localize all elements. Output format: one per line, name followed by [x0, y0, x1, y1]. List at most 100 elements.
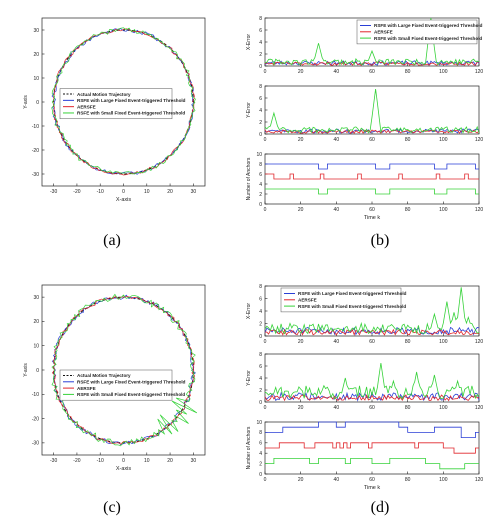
- chart-c-xtick-label: 30: [191, 458, 197, 464]
- chart-b-sub1: 0 20 40 60 80 100 120 0 2 4 6 8 Y-Error: [246, 84, 483, 143]
- chart-a-xtick-label: -30: [50, 189, 57, 195]
- chart-b-sub1-xtick-label: 120: [475, 137, 484, 143]
- chart-c-xtick-label: 10: [144, 458, 150, 464]
- chart-b-sub0-legend: RSFE with Large Fixed Event-triggered Th…: [356, 19, 483, 45]
- chart-d-sub1-ytick-label: 8: [259, 352, 262, 358]
- chart-d-sub0-xtick-label: 20: [298, 339, 304, 345]
- chart-c-legend-entry: Actual Motion Trajectory: [77, 373, 131, 378]
- chart-d-sub2-xtick-label: 120: [475, 477, 484, 483]
- chart-d-sub2-ytick-label: 4: [259, 451, 262, 457]
- chart-c-legend-entry: AERSFE: [77, 386, 96, 391]
- chart-c-ytick-label: 0: [36, 368, 39, 374]
- chart-c-xtick-label: -20: [73, 458, 80, 464]
- chart-d-sub1-series-line: [264, 391, 480, 402]
- chart-d-sub2-xtick-label: 20: [298, 477, 304, 483]
- chart-c-xtick-label: -10: [97, 458, 104, 464]
- chart-a-ytick-label: 20: [33, 52, 39, 58]
- chart-b-sub1-xtick-label: 60: [369, 137, 375, 143]
- chart-d-sub1-series-line: [264, 362, 480, 400]
- chart-b-sub0-ytick-label: 8: [259, 16, 262, 22]
- caption-d: (d): [371, 499, 390, 516]
- chart-d-sub2-series-line: [265, 442, 479, 454]
- chart-d-sub0-legend-box: [280, 287, 402, 313]
- chart-b-sub2: 0 20 40 60 80 100 120 0 2 4 6 8 10 Number of Anchors T…: [246, 152, 483, 221]
- chart-a-xtick-label: -20: [73, 189, 80, 195]
- chart-b-sub2-xtick-label: 60: [369, 207, 375, 213]
- chart-d-sub2-xlabel: Time k: [364, 485, 381, 491]
- chart-b-sub1-axes-frame: [264, 85, 480, 135]
- chart-b-sub2-ytick-label: 2: [259, 192, 262, 198]
- chart-a-ytick-label: -20: [32, 148, 39, 154]
- chart-d-sub0-ytick-label: 4: [259, 309, 262, 315]
- chart-d-sub1: 0 20 40 60 80 100 120 0 2 4 6 8 Y-Error: [246, 352, 483, 411]
- chart-d-sub0-xtick-label: 40: [334, 339, 340, 345]
- chart-b-sub0-ytick-label: 0: [259, 64, 262, 70]
- chart-a-ylabel: Y-axis: [23, 95, 29, 109]
- chart-c-xtick-label: -30: [50, 458, 57, 464]
- chart-d-sub0-legend: RSFE with Large Fixed Event-triggered Th…: [280, 287, 407, 313]
- chart-d-sub2-xtick-label: 40: [334, 477, 340, 483]
- chart-b-sub2-ytick-label: 0: [259, 202, 262, 208]
- panel-a-trajectory-plot: -30 -20 -10 0 10 20 30 -30 -20 -10 0 10 20 30 Y-axis X-…: [23, 17, 206, 203]
- chart-d-sub2-ytick-label: 6: [259, 441, 262, 447]
- chart-b-sub0-xtick-label: 120: [475, 69, 484, 75]
- chart-c-ytick-label: 30: [33, 295, 39, 301]
- chart-b-sub2-xtick-label: 100: [439, 207, 448, 213]
- chart-d-sub2-xtick-label: 60: [369, 477, 375, 483]
- chart-d-sub0-xtick-label: 0: [264, 339, 267, 345]
- caption-a: (a): [103, 232, 121, 249]
- chart-d-sub0-legend-entry: AERSFE: [298, 298, 317, 303]
- chart-b-sub1-ytick-label: 0: [259, 132, 262, 138]
- caption-b: (b): [371, 232, 390, 249]
- chart-c-ytick-label: 10: [33, 344, 39, 350]
- chart-d-sub0-xtick-label: 80: [405, 339, 411, 345]
- chart-b-sub0-legend-entry: RSFE with Small Fixed Event-triggered Th…: [374, 36, 482, 41]
- chart-a-series-line: [51, 27, 196, 175]
- chart-b-sub0-legend-entry: RSFE with Large Fixed Event-triggered Th…: [374, 23, 483, 28]
- chart-b-sub0-ylabel: X-Error: [246, 34, 252, 50]
- chart-b-sub2-series-line: [265, 173, 479, 180]
- chart-a-ytick-label: 30: [33, 28, 39, 34]
- chart-a-ytick-label: 0: [36, 100, 39, 106]
- chart-d-sub2-xtick-label: 100: [439, 477, 448, 483]
- chart-d-sub2-ytick-label: 2: [259, 461, 262, 467]
- chart-d-sub1-xtick-label: 20: [298, 405, 304, 411]
- chart-b-sub2-xtick-label: 120: [475, 207, 484, 213]
- chart-b-sub2-ylabel: Number of Anchors: [246, 157, 252, 200]
- chart-d-sub0-xtick-label: 60: [369, 339, 375, 345]
- chart-a-legend-entry: RSFE with Large Fixed Event-triggered Th…: [77, 98, 186, 103]
- panel-c-trajectory-plot: -30 -20 -10 0 10 20 30 -30 -20 -10 0 10 20 30 Y-axis X-…: [23, 284, 206, 472]
- chart-b-sub2-xtick-label: 0: [264, 207, 267, 213]
- chart-d-sub1-xtick-label: 0: [264, 405, 267, 411]
- chart-d-sub2: 0 20 40 60 80 100 120 0 2 4 6 8 10 Number of Anchors T…: [246, 420, 483, 491]
- chart-c-ytick-label: -30: [32, 441, 39, 447]
- chart-a-xlabel: X-axis: [116, 197, 132, 203]
- chart-d-sub1-xtick-label: 120: [475, 405, 484, 411]
- chart-b-sub2-xlabel: Time k: [364, 215, 381, 221]
- chart-a-legend-entry: AERSFE: [77, 104, 96, 109]
- chart-c-ytick-label: 20: [33, 319, 39, 325]
- chart-b-sub2-ytick-label: 8: [259, 162, 262, 168]
- chart-c-legend-entry: RSFE with Small Fixed Event-triggered Th…: [77, 392, 185, 397]
- chart-a-xtick-label: 30: [191, 189, 197, 195]
- chart-d-sub1-xtick-label: 60: [369, 405, 375, 411]
- chart-c-series-line: [51, 293, 198, 447]
- chart-c-legend: Actual Motion Trajectory RSFE with Large …: [59, 369, 186, 401]
- chart-b-sub1-ytick-label: 2: [259, 120, 262, 126]
- chart-c-xtick-label: 0: [122, 458, 125, 464]
- chart-b-sub2-ytick-label: 6: [259, 172, 262, 178]
- chart-a-xtick-label: 20: [167, 189, 173, 195]
- chart-a-xtick-label: -10: [97, 189, 104, 195]
- chart-a-legend-entry: RSFE with Small Fixed Event-triggered Th…: [77, 111, 185, 116]
- chart-b-sub2-ytick-label: 4: [259, 182, 262, 188]
- chart-d-sub2-ytick-label: 8: [259, 430, 262, 436]
- chart-d-sub1-ytick-label: 4: [259, 376, 262, 382]
- chart-d-sub0-ytick-label: 6: [259, 296, 262, 302]
- chart-d-sub2-xtick-label: 80: [405, 477, 411, 483]
- chart-c-legend-entry: RSFE with Large Fixed Event-triggered Th…: [77, 380, 186, 385]
- chart-a-xtick-label: 10: [144, 189, 150, 195]
- chart-c-ytick-label: -10: [32, 392, 39, 398]
- chart-b-sub0: 0 20 40 60 80 100 120 0 2 4 6 8 X-Error RSFE with Lar…: [246, 16, 483, 75]
